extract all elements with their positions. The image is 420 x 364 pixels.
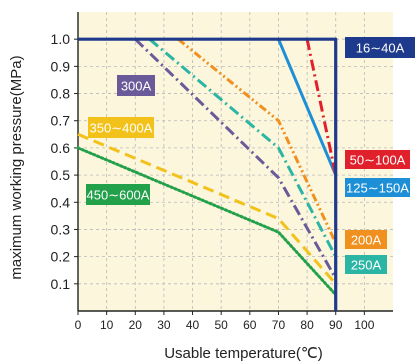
series-tag-label: 250A xyxy=(351,258,382,273)
y-tick-labels: 0.1 0.2 0.3 0.4 0.5 0.6 0.7 0.8 0.9 1.0 xyxy=(51,31,71,292)
series-tag-box xyxy=(88,117,154,138)
x-tick-label: 50 xyxy=(215,318,229,332)
series-tag-box xyxy=(345,230,387,249)
series-tag-label: 200A xyxy=(351,233,382,248)
x-tick-label: 100 xyxy=(354,318,374,332)
y-axis-label: maximum working pressure(MPa) xyxy=(8,55,25,279)
y-tick-label: 0.5 xyxy=(51,167,71,183)
series-line-3 xyxy=(277,38,338,176)
series-line-8 xyxy=(76,146,338,297)
y-tick-label: 0.6 xyxy=(51,140,71,156)
series-tag-label: 350∼400A xyxy=(90,121,153,136)
series-line-6 xyxy=(134,38,338,280)
x-tick-label: 0 xyxy=(75,318,82,332)
series-line-2 xyxy=(305,38,338,176)
x-tick-label: 30 xyxy=(157,318,171,332)
series-tag-box xyxy=(117,75,155,96)
series-tag-label: 450∼600A xyxy=(87,188,150,203)
x-tick-labels: 0 10 20 30 40 50 60 70 80 90 100 xyxy=(75,318,375,332)
series-lines xyxy=(76,37,338,311)
y-tick-label: 0.2 xyxy=(51,249,71,265)
x-tick-label: 40 xyxy=(186,318,200,332)
x-tick-label: 10 xyxy=(100,318,114,332)
plot-background xyxy=(78,12,393,311)
series-tag-box xyxy=(345,150,410,169)
series-tag-box xyxy=(345,178,410,197)
y-tick-label: 0.8 xyxy=(51,86,71,102)
y-tick-label: 0.1 xyxy=(51,276,71,292)
series-tags: 300A 350∼400A 450∼600A 16∼40A 50∼100A 125∼150… xyxy=(86,37,415,274)
series-tag-label: 125∼150A xyxy=(346,181,409,196)
y-tick-label: 0.3 xyxy=(51,221,71,237)
x-tick-label: 60 xyxy=(243,318,257,332)
x-tick-label: 20 xyxy=(129,318,143,332)
series-tag-box xyxy=(345,37,415,58)
series-tag-box xyxy=(345,255,387,274)
series-tag-label: 50∼100A xyxy=(350,153,406,168)
series-line-5 xyxy=(148,38,338,258)
y-tick-label: 0.4 xyxy=(51,194,71,210)
series-tag-label: 300A xyxy=(121,79,152,94)
x-tick-label: 90 xyxy=(329,318,343,332)
x-axis-label: Usable temperature(℃) xyxy=(164,345,323,362)
grid xyxy=(78,12,393,311)
x-tick-label: 70 xyxy=(272,318,286,332)
series-line-1 xyxy=(78,37,338,311)
y-tick-label: 0.7 xyxy=(51,113,71,129)
series-tag-box xyxy=(86,184,150,205)
x-tick-label: 80 xyxy=(300,318,314,332)
series-line-4 xyxy=(177,38,338,244)
axes xyxy=(74,12,393,315)
y-tick-label: 1.0 xyxy=(51,31,71,47)
series-line-7 xyxy=(77,132,337,285)
series-tag-label: 16∼40A xyxy=(356,41,405,56)
y-tick-label: 0.9 xyxy=(51,58,71,74)
